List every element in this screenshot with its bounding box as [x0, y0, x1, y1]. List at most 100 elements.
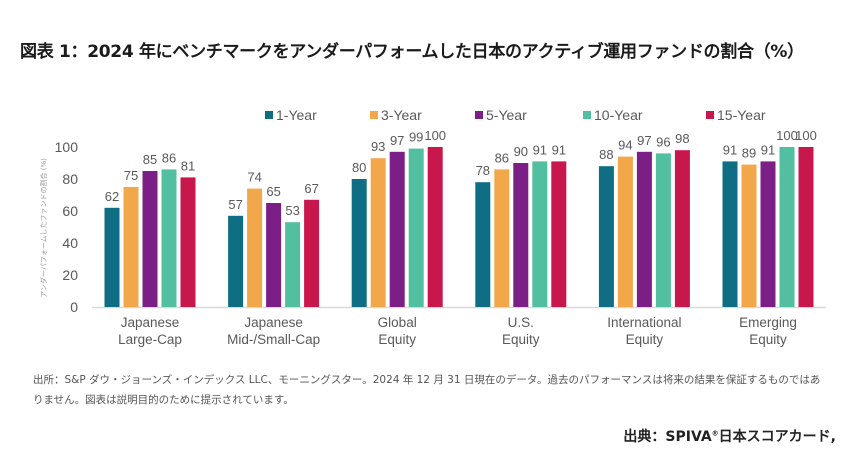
category-label: Emerging — [739, 315, 797, 330]
bar-15-year — [551, 161, 567, 307]
bar-1-year — [722, 161, 738, 307]
bar-3-year — [494, 169, 510, 307]
legend-label: 15-Year — [717, 107, 766, 123]
category-label: Large-Cap — [118, 332, 182, 347]
legend-label: 3-Year — [381, 107, 422, 123]
y-axis-ticks: 0 20 40 60 80 100 — [55, 139, 79, 315]
data-label: 91 — [723, 142, 737, 157]
data-label: 80 — [352, 160, 366, 175]
category-label: Equity — [626, 332, 664, 347]
data-label: 97 — [637, 133, 651, 148]
category-label: Japanese — [121, 315, 180, 330]
bars — [104, 147, 814, 307]
legend-label: 5-Year — [486, 107, 527, 123]
bar-1-year — [475, 182, 491, 307]
source-prefix: 出典：SPIVA — [623, 429, 712, 445]
data-label: 86 — [495, 150, 509, 165]
data-label: 85 — [143, 152, 157, 167]
chart-title: 図表 1：2024 年にベンチマークをアンダーパフォームした日本のアクティブ運用… — [20, 42, 804, 62]
category-label: Equity — [749, 332, 787, 347]
source-note: 出所：S&P ダウ・ジョーンズ・インデックス LLC、モーニングスター。2024… — [33, 374, 821, 406]
bar-15-year — [798, 147, 814, 307]
data-label: 81 — [181, 158, 195, 173]
data-label: 97 — [390, 133, 404, 148]
data-label: 53 — [285, 203, 299, 218]
bar-5-year — [760, 161, 776, 307]
legend-swatch-5-year — [475, 111, 483, 119]
data-label: 65 — [266, 184, 280, 199]
bar-3-year — [741, 164, 757, 307]
bar-15-year — [180, 177, 196, 307]
data-label: 75 — [124, 168, 138, 183]
category-label: Global — [378, 315, 417, 330]
category-label: Equity — [502, 332, 540, 347]
data-label: 86 — [162, 150, 176, 165]
legend-label: 10-Year — [594, 107, 643, 123]
bar-5-year — [142, 171, 158, 307]
bar-chart: 1-Year 3-Year 5-Year 10-Year 15-Year アンダーパフォ… — [39, 107, 826, 347]
bar-5-year — [389, 151, 405, 307]
bar-3-year — [617, 156, 633, 307]
data-label: 96 — [656, 134, 670, 149]
data-label: 98 — [675, 131, 689, 146]
bar-10-year — [655, 153, 671, 307]
category-label: U.S. — [508, 315, 534, 330]
bar-10-year — [532, 161, 548, 307]
data-label: 74 — [247, 170, 261, 185]
data-label: 88 — [599, 147, 613, 162]
legend: 1-Year 3-Year 5-Year 10-Year 15-Year — [265, 107, 766, 123]
bar-3-year — [123, 187, 139, 307]
category-labels: Japanese Large-Cap Japanese Mid-/Small-Cap G… — [118, 315, 797, 347]
data-label: 67 — [304, 181, 318, 196]
legend-swatch-15-year — [706, 111, 714, 119]
data-label: 100 — [795, 128, 817, 143]
data-label: 57 — [228, 197, 242, 212]
bar-5-year — [266, 203, 282, 307]
data-label: 90 — [514, 144, 528, 159]
bar-15-year — [427, 147, 443, 307]
bar-10-year — [161, 169, 177, 307]
data-label: 91 — [552, 142, 566, 157]
bar-10-year — [408, 148, 424, 307]
bar-1-year — [598, 166, 614, 307]
data-label: 78 — [476, 163, 490, 178]
legend-swatch-3-year — [370, 111, 378, 119]
bar-5-year — [636, 151, 652, 307]
category-label: Japanese — [244, 315, 303, 330]
data-label: 89 — [742, 146, 756, 161]
y-axis-label: アンダーパフォームしたファンドの割合 (%) — [39, 158, 48, 298]
y-tick-label: 40 — [62, 235, 78, 251]
bar-15-year — [674, 150, 690, 307]
bar-5-year — [513, 163, 529, 307]
y-tick-label: 60 — [62, 203, 78, 219]
bar-3-year — [247, 188, 263, 307]
category-label: International — [607, 315, 681, 330]
y-tick-label: 100 — [55, 139, 79, 155]
data-label: 93 — [371, 139, 385, 154]
category-label: Equity — [378, 332, 416, 347]
data-label: 91 — [533, 142, 547, 157]
bar-1-year — [104, 207, 120, 307]
category-label: Mid-/Small-Cap — [227, 332, 320, 347]
bar-15-year — [304, 199, 320, 307]
data-label: 94 — [618, 138, 632, 153]
data-label: 91 — [761, 142, 775, 157]
bar-1-year — [228, 215, 244, 307]
source-suffix: 日本スコアカード, — [718, 429, 836, 445]
y-tick-label: 80 — [62, 171, 78, 187]
bar-10-year — [285, 222, 301, 307]
data-label: 99 — [409, 130, 423, 145]
legend-swatch-1-year — [265, 111, 273, 119]
data-label: 62 — [105, 189, 119, 204]
bar-1-year — [351, 179, 367, 307]
y-tick-label: 0 — [70, 299, 78, 315]
source-credit: 出典：SPIVA®日本スコアカード, — [623, 426, 836, 446]
y-tick-label: 20 — [62, 267, 78, 283]
data-label: 100 — [776, 128, 798, 143]
data-label: 100 — [424, 128, 446, 143]
legend-swatch-10-year — [583, 111, 591, 119]
registered-mark: ® — [711, 429, 719, 438]
legend-label: 1-Year — [276, 107, 317, 123]
bar-10-year — [779, 147, 795, 307]
